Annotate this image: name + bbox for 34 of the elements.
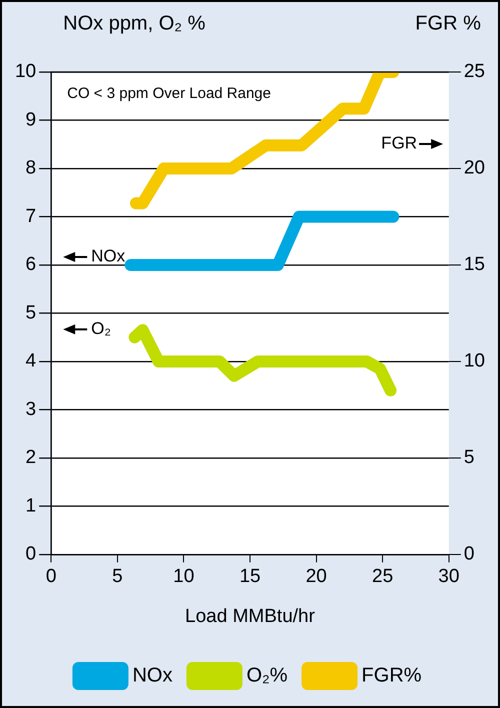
legend-label: O₂% <box>246 664 288 687</box>
y-tick-label: 2 <box>26 447 36 468</box>
x-tick-label: 15 <box>239 566 261 588</box>
y-tick-label: 10 <box>14 61 36 82</box>
y-tick-label: 7 <box>26 206 36 227</box>
y-tick-label: 9 <box>26 109 36 130</box>
y-tick-label: 0 <box>26 544 36 565</box>
x-tick-label: 10 <box>173 566 194 588</box>
x-tick-label: 5 <box>112 566 123 588</box>
y-tick-label: 3 <box>26 398 36 420</box>
y-axis-title: NOx ppm, O₂ % <box>63 12 206 35</box>
x-tick-label: 25 <box>372 566 394 588</box>
annotation: CO < 3 ppm Over Load Range <box>67 85 272 102</box>
legend-label: NOx <box>132 664 172 687</box>
y-tick-label: 4 <box>26 350 37 372</box>
x-tick-label: 30 <box>438 566 460 588</box>
y2-tick-label: 25 <box>464 61 486 82</box>
y2-tick-label: 5 <box>464 447 474 468</box>
y-tick-label: 6 <box>26 254 36 276</box>
x-tick-label: 0 <box>46 566 56 588</box>
y-tick-label: 8 <box>26 158 36 179</box>
y-tick-label: 1 <box>26 495 36 516</box>
y2-tick-label: 15 <box>464 254 486 276</box>
x-tick-label: 20 <box>306 566 327 588</box>
y2-tick-label: 10 <box>464 350 486 372</box>
y2-tick-label: 20 <box>464 158 486 179</box>
y-tick-label: 5 <box>26 302 36 324</box>
annotation: O₂ <box>91 319 111 338</box>
legend-label: FGR% <box>362 664 422 687</box>
x-axis-title: Load MMBtu/hr <box>185 606 316 627</box>
y2-tick-label: 0 <box>464 544 474 565</box>
annotation: NOx <box>91 246 126 266</box>
y2-axis-title: FGR % <box>415 12 482 35</box>
annotation: FGR <box>381 134 418 153</box>
